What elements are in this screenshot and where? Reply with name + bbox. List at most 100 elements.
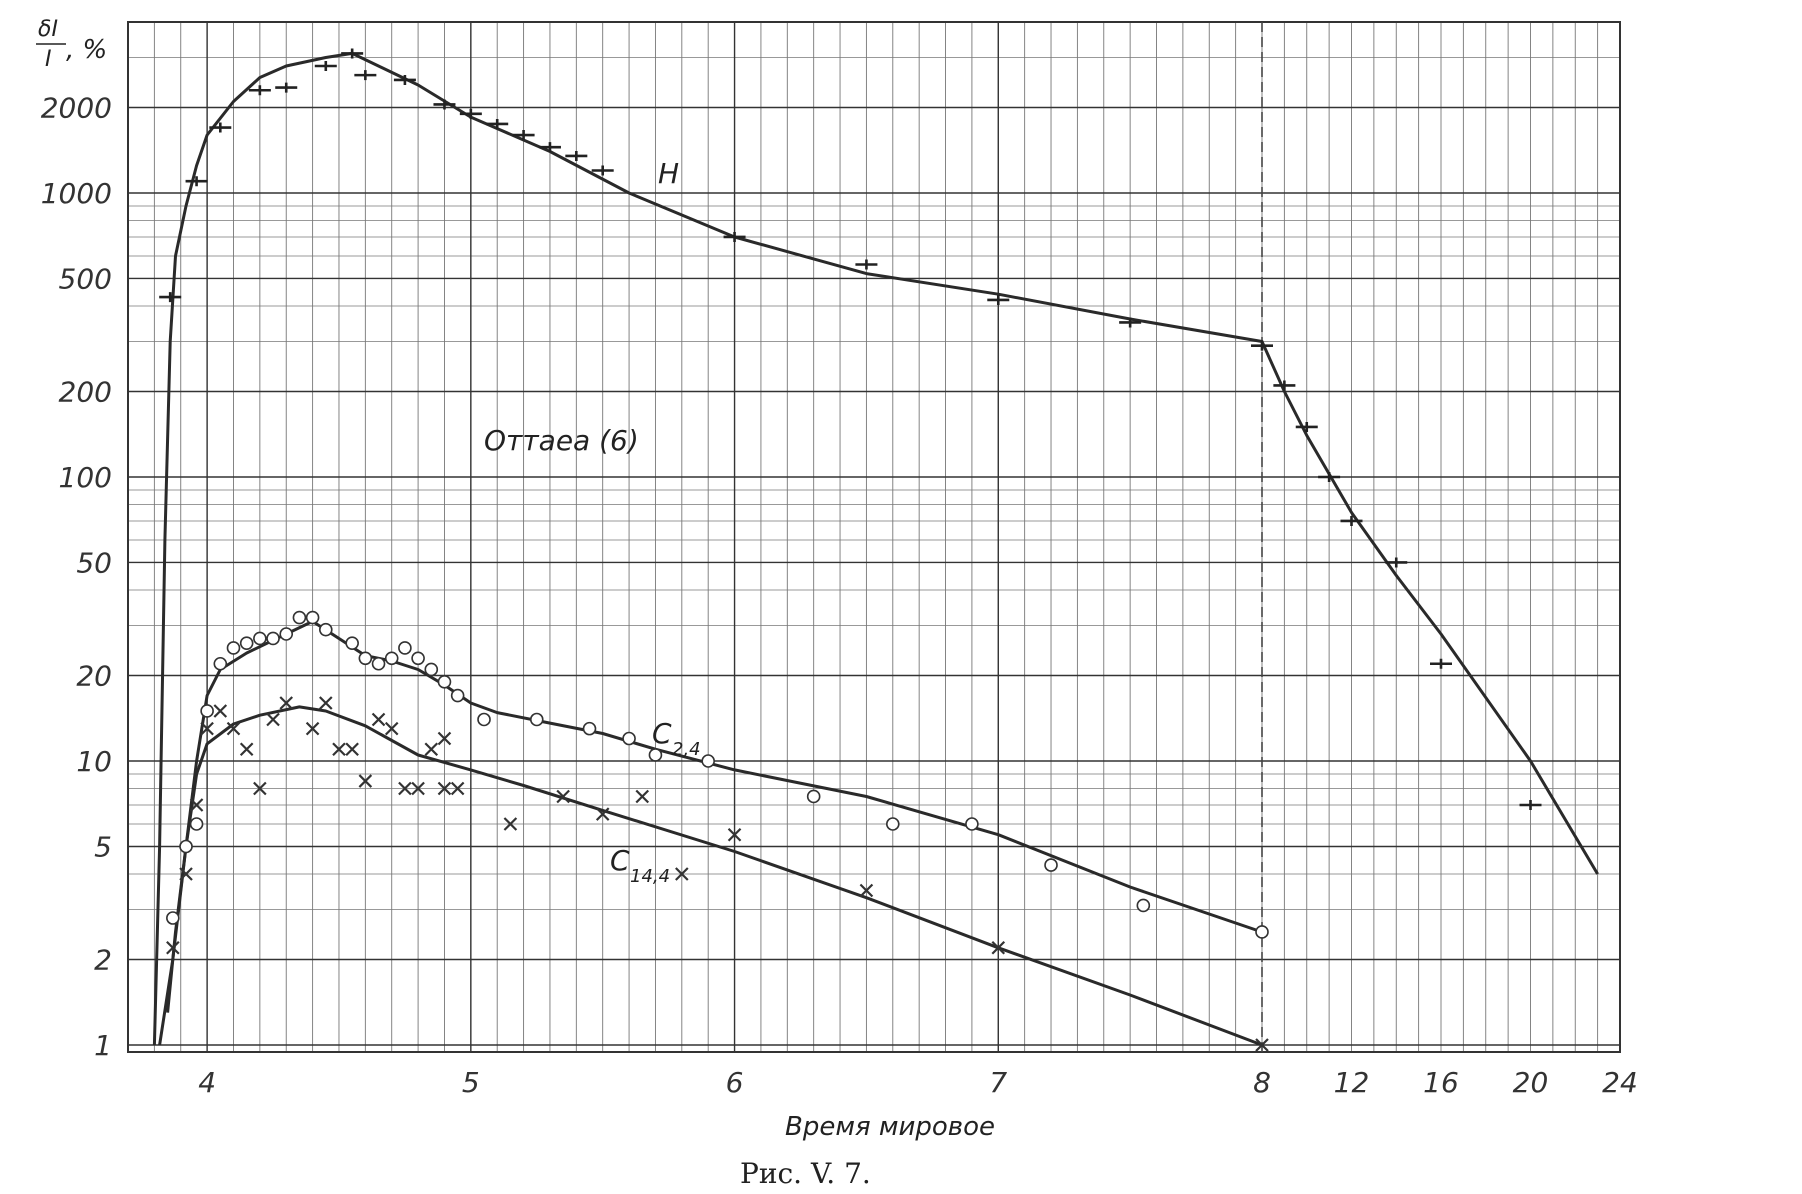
point-c24-9 [279,627,294,641]
data-markers [159,48,1542,1052]
x-tick-label-7: 20 [1513,1066,1549,1099]
point-c24-10 [292,610,307,625]
point-h-3 [248,85,271,96]
point-c24-16 [384,651,399,666]
series-label-c144-sub: 14,4 [630,866,670,887]
y-tick-labels: 1 2 5 10 20 50 100 200 500 1000 2000 [41,91,112,1062]
point-h-22 [1295,421,1318,432]
point-c24-7 [253,631,267,646]
series-line-h [152,51,1599,1046]
point-c24-20 [437,675,452,689]
x-tick-label-0: 4 [198,1066,216,1099]
point-c144-15 [371,712,386,727]
y-tick-label-4: 20 [76,660,112,693]
point-c24-4 [213,656,228,671]
point-h-5 [314,60,337,71]
y-label-numerator: δI [38,17,58,42]
point-c144-12 [332,742,346,757]
x-tick-label-5: 12 [1334,1066,1370,1099]
point-c144-4 [213,704,228,718]
series-label-c144-main: C [610,844,630,877]
point-c144-24 [556,789,570,804]
figure-caption: Рис. V. 7. [740,1157,871,1190]
x-tick-labels: 4 5 6 7 8 12 16 20 24 [198,1066,1638,1099]
series-line-c144 [158,705,1263,1047]
point-h-10 [459,108,482,119]
point-c144-2 [189,798,204,812]
point-c24-2 [189,817,204,831]
point-c24-17 [398,641,412,655]
point-h-18 [987,294,1010,305]
point-c24-28 [806,789,821,804]
y-tick-label-5: 50 [76,546,112,579]
point-h-6 [341,48,364,59]
point-c24-30 [965,817,979,831]
point-c24-31 [1044,858,1058,872]
x-axis-label: Время мировое [785,1112,995,1142]
series-label-c144: C 14,4 [610,844,670,887]
point-c24-32 [1136,898,1151,913]
point-c144-28 [727,827,742,842]
point-c24-19 [424,662,439,677]
point-c24-8 [266,631,280,646]
point-h-19 [1119,317,1142,328]
point-c144-7 [253,781,267,796]
point-c24-13 [345,636,359,650]
point-c144-31 [1255,1038,1269,1052]
point-c24-25 [622,731,636,746]
y-tick-label-10: 2000 [41,91,112,124]
point-c24-12 [318,622,333,637]
point-c144-10 [305,721,320,736]
point-c24-29 [885,817,900,831]
x-tick-label-6: 16 [1423,1066,1459,1099]
point-c144-21 [424,742,439,757]
point-h-27 [1519,799,1542,810]
point-c24-24 [582,721,597,736]
y-tick-label-8: 500 [59,262,112,295]
point-c24-18 [411,651,425,666]
y-tick-label-9: 1000 [41,177,112,210]
point-h-17 [855,259,878,270]
point-c144-9 [279,696,294,710]
x-tick-label-4: 8 [1253,1066,1271,1099]
point-c24-14 [358,651,373,666]
point-c24-26 [648,748,663,762]
point-h-14 [565,150,588,161]
point-c24-11 [305,610,320,625]
point-h-26 [1430,658,1452,669]
annotation-label: Оттаеа (6) [484,424,639,457]
point-c144-22 [437,731,452,746]
x-tick-label-3: 7 [989,1066,1007,1099]
point-c144-19 [437,781,452,796]
point-c144-23 [503,817,518,831]
point-c144-0 [166,940,180,955]
point-h-21 [1273,380,1296,391]
point-c144-27 [675,867,689,881]
point-h-7 [354,70,377,81]
series-label-c24: C 2,4 [652,717,701,760]
point-c24-23 [529,712,544,727]
point-c144-17 [398,781,412,796]
point-h-16 [723,231,746,242]
point-c24-3 [200,704,214,718]
point-c144-14 [358,774,373,788]
point-c144-11 [319,696,333,710]
point-h-20 [1251,340,1273,351]
point-c144-18 [411,781,425,796]
x-tick-label-8: 24 [1602,1066,1638,1099]
y-tick-label-3: 10 [76,745,112,778]
point-c144-30 [991,940,1006,955]
point-h-0 [159,292,182,303]
point-c24-27 [701,754,715,768]
point-h-1 [185,176,208,187]
point-c144-8 [266,712,280,727]
plot-frame [127,21,1621,1053]
point-h-25 [1385,557,1408,568]
point-h-24 [1340,515,1363,526]
point-h-4 [275,82,298,93]
point-c24-6 [239,636,254,650]
point-h-23 [1318,471,1341,482]
point-c24-0 [166,911,180,925]
series-line-c24 [166,619,1263,1013]
